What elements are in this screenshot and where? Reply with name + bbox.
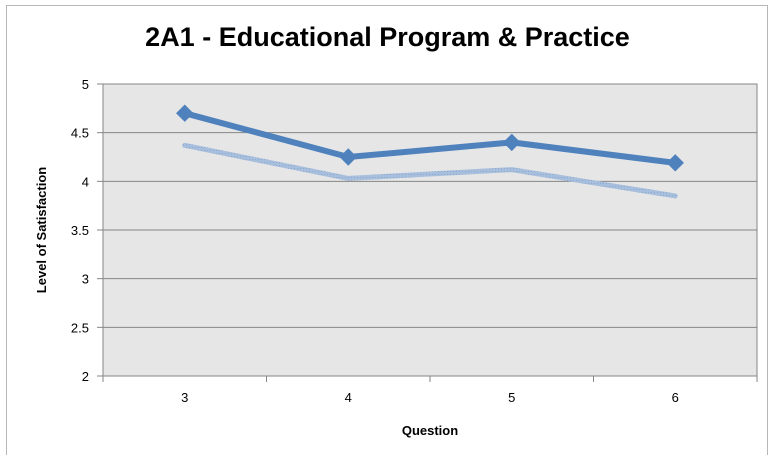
x-tick-label: 6 — [672, 390, 679, 405]
y-tick-label: 4.5 — [71, 126, 89, 141]
y-tick-label: 3.5 — [71, 223, 89, 238]
y-tick-label: 4 — [82, 174, 89, 189]
x-tick-label: 4 — [345, 390, 352, 405]
x-tick-label: 3 — [181, 390, 188, 405]
series-0-point — [666, 154, 684, 172]
y-tick-label: 2 — [82, 369, 89, 384]
series-0-point — [503, 133, 521, 152]
x-axis-title: Question — [402, 423, 458, 438]
y-axis-title: Level of Satisfaction — [34, 167, 49, 293]
series-0-point — [176, 104, 194, 122]
series-0-line — [181, 110, 679, 166]
series-0-point — [339, 148, 357, 166]
chart-title: 2A1 - Educational Program & Practice — [145, 22, 630, 52]
x-tick-label: 5 — [508, 390, 515, 405]
y-tick-label: 3 — [82, 272, 89, 287]
series-1-line — [182, 142, 678, 199]
y-tick-label: 5 — [82, 77, 89, 92]
y-tick-label: 2.5 — [71, 320, 89, 335]
